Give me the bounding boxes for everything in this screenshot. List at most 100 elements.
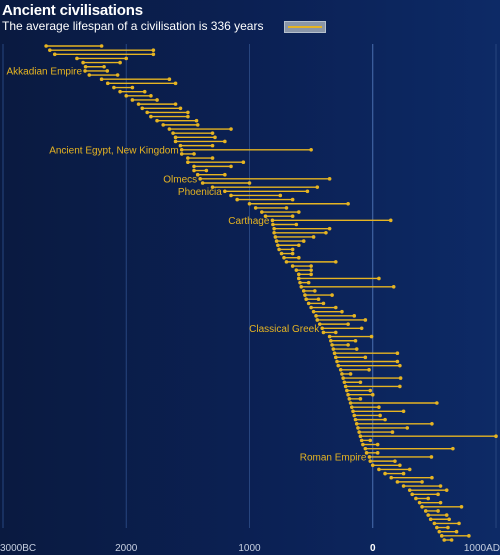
range-end-point (358, 380, 363, 385)
range-start-point (140, 106, 145, 111)
x-tick-label: 3000BC (0, 543, 36, 554)
x-tick-label: 0 (370, 543, 376, 554)
range-start-point (330, 343, 334, 347)
range-start-point (83, 64, 88, 69)
x-tick-label: 1000AD (464, 543, 500, 554)
range-end-point (368, 388, 373, 393)
range-end-point (130, 85, 135, 90)
range-end-point (124, 56, 129, 61)
range-start-point (299, 284, 304, 289)
range-end-point (436, 492, 440, 497)
range-end-point (155, 98, 159, 102)
range-end-point (313, 289, 317, 293)
range-end-point (333, 260, 338, 264)
civilisation-annotation: Roman Empire (300, 452, 367, 463)
range-end-point (105, 69, 110, 73)
range-end-point (186, 114, 190, 119)
civilisation-annotation: Ancient Egypt, New Kingdom (49, 145, 179, 156)
range-start-point (178, 143, 183, 148)
range-start-point (229, 193, 233, 198)
range-end-point (173, 81, 178, 86)
range-end-point (290, 247, 295, 252)
range-start-point (343, 384, 348, 389)
range-start-point (277, 247, 281, 252)
range-end-point (353, 338, 358, 343)
range-end-point (294, 222, 299, 227)
range-end-point (151, 52, 156, 57)
range-start-point (346, 392, 350, 397)
range-end-point (194, 118, 199, 123)
range-start-point (332, 351, 337, 355)
range-start-point (314, 314, 318, 318)
range-start-point (352, 413, 357, 418)
range-end-point (305, 189, 310, 194)
range-end-point (393, 459, 397, 463)
range-end-point (327, 226, 332, 231)
range-end-point (340, 309, 344, 314)
range-end-point (142, 89, 147, 94)
range-start-point (253, 206, 258, 210)
range-start-point (247, 201, 252, 206)
range-end-point (309, 272, 313, 277)
range-start-point (361, 442, 365, 447)
range-end-point (290, 251, 295, 256)
range-start-point (210, 185, 215, 189)
range-end-point (333, 330, 338, 335)
range-start-point (437, 529, 442, 534)
range-end-point (290, 214, 295, 219)
range-start-point (364, 451, 369, 455)
range-end-point (449, 538, 454, 542)
range-end-point (301, 239, 306, 243)
range-start-point (342, 380, 347, 385)
range-start-point (112, 85, 116, 90)
civilisation-annotation: Akkadian Empire (6, 66, 82, 77)
range-start-point (130, 98, 135, 102)
range-start-point (331, 347, 336, 351)
range-start-point (320, 326, 325, 331)
range-end-point (309, 264, 313, 268)
range-start-point (401, 484, 406, 488)
range-start-point (284, 260, 289, 264)
range-start-point (383, 471, 387, 476)
range-start-point (349, 405, 354, 409)
range-end-point (192, 152, 196, 156)
range-end-point (102, 64, 106, 69)
range-end-point (204, 168, 209, 173)
range-end-point (407, 467, 412, 472)
range-start-point (279, 251, 284, 256)
range-end-point (210, 156, 215, 160)
x-tick-label: 1000 (238, 543, 261, 554)
range-start-point (298, 280, 302, 285)
range-end-point (430, 421, 434, 426)
range-end-point (297, 255, 301, 260)
range-start-point (186, 160, 190, 165)
range-end-point (430, 475, 434, 480)
range-end-point (395, 359, 400, 364)
range-start-point (354, 421, 359, 426)
range-end-point (429, 455, 434, 459)
civilisation-annotation: Carthage (228, 216, 270, 227)
range-start-point (407, 488, 412, 492)
range-end-point (444, 488, 449, 492)
range-start-point (272, 226, 276, 231)
range-start-point (192, 168, 196, 173)
range-start-point (353, 417, 358, 422)
range-end-point (315, 185, 320, 189)
range-end-point (395, 351, 400, 355)
range-start-point (263, 214, 268, 219)
range-end-point (401, 409, 406, 414)
range-start-point (173, 135, 178, 140)
range-start-point (306, 301, 311, 306)
range-end-point (363, 355, 368, 360)
range-end-point (444, 513, 449, 517)
civilisation-annotation: Classical Greek (249, 324, 320, 335)
range-start-point (297, 276, 301, 281)
range-end-point (324, 231, 328, 235)
range-start-point (389, 475, 394, 480)
range-start-point (395, 480, 400, 484)
range-start-point (442, 538, 447, 542)
range-start-point (173, 139, 178, 144)
range-end-point (186, 110, 190, 115)
range-end-point (368, 438, 373, 443)
range-start-point (167, 127, 172, 131)
